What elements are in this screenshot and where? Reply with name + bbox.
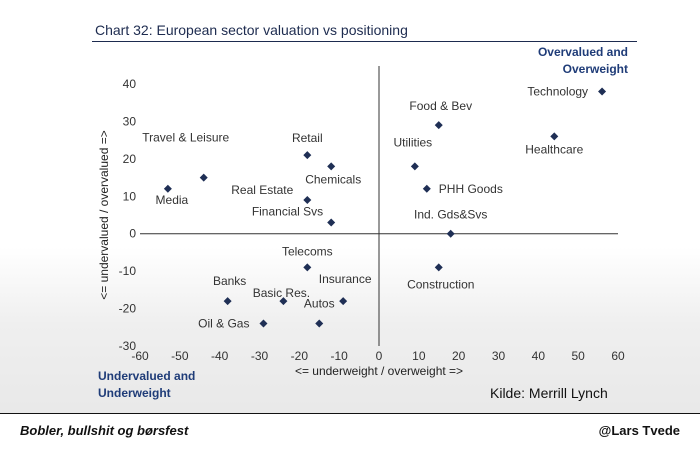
quadrant-label-top-right-line2: Overweight <box>562 62 628 76</box>
y-tick-label: 40 <box>123 77 137 91</box>
data-point-marker <box>598 87 607 96</box>
data-point-label: Telecoms <box>282 244 333 258</box>
x-tick-label: 0 <box>376 349 383 363</box>
data-point-marker <box>434 263 443 272</box>
data-point-label: Chemicals <box>305 172 361 186</box>
x-tick-label: 20 <box>452 349 466 363</box>
y-tick-label: -10 <box>119 264 137 278</box>
x-tick-label: -60 <box>131 349 149 363</box>
x-tick-label: 50 <box>571 349 585 363</box>
data-point-marker <box>303 151 312 160</box>
x-tick-label: 10 <box>412 349 426 363</box>
data-point-label: Retail <box>292 131 323 145</box>
data-point-marker <box>223 297 232 306</box>
data-point-marker <box>550 132 559 141</box>
x-tick-label: -30 <box>251 349 269 363</box>
data-point-marker <box>410 162 419 171</box>
data-point-label: Ind. Gds&Svs <box>414 208 487 222</box>
x-tick-label: 30 <box>492 349 506 363</box>
y-tick-label: 10 <box>123 189 137 203</box>
x-tick-label: -10 <box>330 349 348 363</box>
data-point-label: Travel & Leisure <box>142 131 229 145</box>
data-point-label: Food & Bev <box>409 99 472 113</box>
y-axis-title: <= undervalued / overvalued => <box>97 130 111 299</box>
data-point-marker <box>163 184 172 193</box>
quadrant-label-bottom-left-line1: Undervalued and <box>98 369 196 383</box>
data-point-label: Technology <box>527 84 588 98</box>
data-point-label: Real Estate <box>231 183 293 197</box>
y-tick-label: 0 <box>129 227 136 241</box>
quadrant-label-bottom-left: Undervalued and Underweight <box>98 368 195 402</box>
y-tick-label: 20 <box>123 152 137 166</box>
y-tick-label: 30 <box>123 114 137 128</box>
data-point-label: Autos <box>304 297 335 311</box>
quadrant-label-top-right: Overvalued and Overweight <box>538 44 628 78</box>
data-point-label: Utilities <box>394 135 433 149</box>
data-point-marker <box>279 297 288 306</box>
x-tick-label: -20 <box>291 349 309 363</box>
x-tick-label: 40 <box>532 349 546 363</box>
x-tick-label: 60 <box>611 349 625 363</box>
footer-author-handle: @Lars Tvede <box>598 423 680 438</box>
data-point-marker <box>327 162 336 171</box>
data-point-marker <box>446 229 455 238</box>
data-point-marker <box>339 297 348 306</box>
data-point-label: Insurance <box>319 272 372 286</box>
title-divider <box>92 41 637 42</box>
data-point-label: PHH Goods <box>439 182 503 196</box>
data-point-label: Oil & Gas <box>198 317 249 331</box>
x-tick-label: -40 <box>211 349 229 363</box>
y-tick-label: -30 <box>119 339 137 353</box>
data-point-label: Construction <box>407 277 474 291</box>
scatter-chart: -60 -50 -40 -30 -20 -10 0 10 20 30 40 50 60 40 30 20 10 0… <box>97 66 625 378</box>
y-tick-label: -20 <box>119 302 137 316</box>
quadrant-label-bottom-left-line2: Underweight <box>98 386 171 400</box>
footer-bar: Bobler, bullshit og børsfest @Lars Tvede <box>0 413 700 451</box>
footer-book-title: Bobler, bullshit og børsfest <box>20 423 189 438</box>
chart-title: Chart 32: European sector valuation vs p… <box>95 22 408 38</box>
data-point-label: Media <box>156 193 189 207</box>
data-point-label: Basic Res. <box>253 286 310 300</box>
data-point-marker <box>259 319 268 328</box>
data-point-label: Financial Svs <box>252 204 323 218</box>
data-point-label: Banks <box>213 274 246 288</box>
data-point-label: Healthcare <box>525 142 583 156</box>
source-note: Kilde: Merrill Lynch <box>490 385 608 401</box>
data-point-marker <box>303 196 312 205</box>
data-point-marker <box>422 184 431 193</box>
data-point-marker <box>315 319 324 328</box>
data-point-marker <box>199 173 208 182</box>
x-tick-label: -50 <box>171 349 189 363</box>
x-axis-title: <= underweight / overweight => <box>295 364 463 378</box>
data-point-marker <box>327 218 336 227</box>
quadrant-label-top-right-line1: Overvalued and <box>537 45 628 59</box>
data-point-marker <box>434 121 443 130</box>
data-point-marker <box>303 263 312 272</box>
